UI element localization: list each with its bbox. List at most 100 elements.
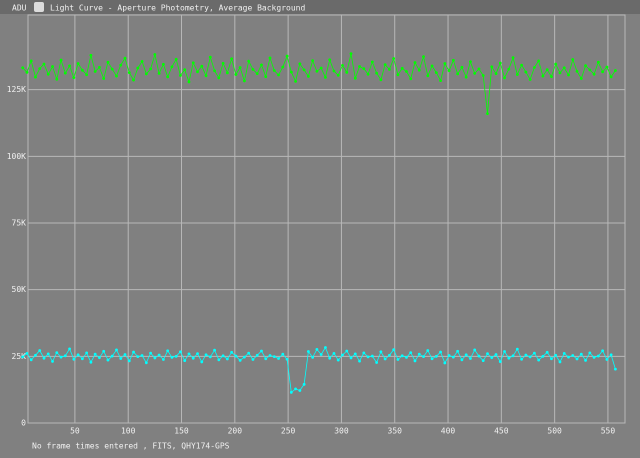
data-point [392, 57, 396, 60]
data-point [315, 69, 319, 73]
data-point [379, 78, 383, 82]
data-point [550, 357, 553, 361]
data-point [89, 360, 93, 364]
data-point [417, 352, 421, 356]
x-tick-label: 450 [494, 427, 509, 436]
data-point [379, 350, 383, 354]
data-point [298, 389, 302, 392]
data-point [524, 70, 528, 74]
data-point [515, 73, 519, 76]
data-point [396, 73, 400, 77]
data-point [115, 74, 118, 78]
data-point [51, 360, 54, 363]
data-point [460, 358, 464, 362]
data-point [149, 67, 152, 71]
data-point [46, 352, 50, 356]
data-point [115, 348, 118, 352]
data-point [328, 58, 332, 62]
data-point [123, 56, 127, 60]
data-point [396, 358, 400, 361]
data-point [272, 355, 276, 358]
data-point [294, 387, 297, 391]
data-point [490, 356, 494, 360]
x-tick-label: 100 [121, 427, 136, 436]
data-point [72, 357, 76, 361]
data-point [358, 359, 361, 363]
data-point [537, 358, 541, 362]
data-point [63, 71, 67, 75]
data-point [532, 351, 536, 355]
data-point [537, 59, 541, 63]
data-point [217, 358, 221, 362]
data-point [251, 68, 255, 71]
data-point [311, 59, 315, 62]
data-point [268, 354, 272, 357]
data-point [545, 350, 549, 354]
data-point [341, 353, 344, 357]
data-point [562, 352, 566, 355]
data-point [426, 74, 430, 78]
data-point [605, 65, 609, 69]
data-point [464, 75, 468, 79]
title-bar [0, 0, 640, 14]
x-tick-label: 200 [228, 427, 243, 436]
data-point [302, 382, 306, 386]
data-point [345, 70, 349, 74]
data-point [76, 62, 80, 65]
data-point [21, 355, 25, 359]
data-point [486, 112, 489, 116]
data-point [532, 66, 536, 69]
data-point [439, 79, 442, 82]
data-point [554, 353, 558, 357]
chart-title: Light Curve - Aperture Photometry, Avera… [50, 4, 305, 13]
data-point [490, 65, 494, 69]
data-point [562, 66, 566, 70]
x-tick-label: 500 [547, 427, 562, 436]
y-tick-label: 25K [12, 352, 27, 361]
data-point [208, 55, 212, 59]
data-point [80, 357, 84, 361]
data-point [614, 367, 617, 371]
data-point [515, 347, 519, 351]
data-point [609, 75, 613, 79]
data-point [545, 68, 549, 72]
data-point [285, 54, 289, 58]
data-point [29, 358, 33, 362]
x-tick-label: 350 [388, 427, 403, 436]
data-point [558, 360, 562, 364]
data-point [584, 358, 587, 362]
data-point [324, 76, 327, 79]
data-point [315, 348, 319, 351]
data-point [285, 357, 289, 361]
data-point [238, 358, 242, 362]
y-tick-label: 100K [7, 152, 26, 161]
data-point [524, 353, 528, 357]
data-point [174, 57, 178, 61]
data-point [387, 353, 391, 357]
data-point [38, 67, 42, 70]
data-point [473, 72, 477, 75]
data-point [187, 80, 191, 84]
data-point [400, 66, 404, 70]
data-point [225, 357, 229, 361]
data-point [319, 66, 323, 70]
data-point [575, 69, 579, 73]
data-point [191, 61, 195, 65]
data-point [260, 63, 263, 67]
data-point [196, 352, 199, 356]
data-point [605, 358, 609, 361]
data-point [601, 349, 605, 353]
data-point [170, 356, 174, 359]
data-point [387, 68, 391, 71]
data-point [426, 349, 430, 352]
data-point [21, 66, 25, 70]
data-point [434, 71, 438, 74]
data-point [498, 360, 502, 364]
data-point [255, 72, 259, 76]
data-point [76, 353, 80, 357]
data-point [289, 390, 293, 394]
data-point [200, 360, 204, 364]
data-point [584, 64, 587, 68]
data-point [494, 72, 498, 76]
